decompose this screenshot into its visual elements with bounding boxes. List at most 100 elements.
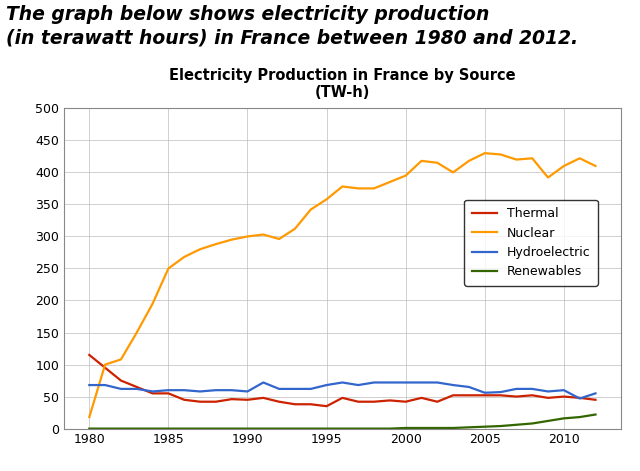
Renewables: [259, 426, 267, 431]
Hydroelectric: [418, 380, 426, 385]
Hydroelectric: [370, 380, 378, 385]
Hydroelectric: [560, 387, 568, 393]
Thermal: [259, 395, 267, 401]
Renewables: [481, 424, 488, 430]
Thermal: [449, 392, 457, 398]
Renewables: [465, 424, 473, 430]
Nuclear: [291, 226, 299, 232]
Thermal: [244, 397, 252, 403]
Thermal: [228, 396, 236, 402]
Nuclear: [433, 160, 441, 166]
Nuclear: [449, 170, 457, 175]
Thermal: [275, 399, 283, 405]
Renewables: [86, 426, 93, 431]
Nuclear: [164, 266, 172, 271]
Renewables: [497, 423, 504, 429]
Nuclear: [228, 237, 236, 243]
Thermal: [291, 401, 299, 407]
Thermal: [481, 392, 488, 398]
Hydroelectric: [101, 382, 109, 388]
Hydroelectric: [591, 390, 599, 396]
Nuclear: [560, 163, 568, 169]
Nuclear: [275, 236, 283, 242]
Renewables: [355, 426, 362, 431]
Hydroelectric: [117, 386, 125, 392]
Thermal: [180, 397, 188, 403]
Renewables: [164, 426, 172, 431]
Nuclear: [386, 179, 394, 185]
Thermal: [101, 365, 109, 371]
Hydroelectric: [386, 380, 394, 385]
Hydroelectric: [259, 380, 267, 385]
Thermal: [591, 397, 599, 403]
Nuclear: [86, 414, 93, 420]
Hydroelectric: [433, 380, 441, 385]
Thermal: [164, 390, 172, 396]
Hydroelectric: [180, 387, 188, 393]
Thermal: [560, 394, 568, 399]
Nuclear: [323, 196, 330, 202]
Hydroelectric: [86, 382, 93, 388]
Hydroelectric: [148, 389, 156, 394]
Renewables: [180, 426, 188, 431]
Renewables: [291, 426, 299, 431]
Hydroelectric: [291, 386, 299, 392]
Renewables: [560, 415, 568, 421]
Thermal: [497, 392, 504, 398]
Line: Nuclear: Nuclear: [90, 153, 595, 417]
Nuclear: [529, 155, 536, 161]
Hydroelectric: [244, 389, 252, 394]
Nuclear: [465, 158, 473, 164]
Renewables: [307, 426, 315, 431]
Renewables: [576, 414, 584, 420]
Hydroelectric: [576, 396, 584, 401]
Renewables: [513, 422, 520, 428]
Nuclear: [148, 301, 156, 307]
Nuclear: [339, 184, 346, 189]
Renewables: [402, 425, 410, 431]
Renewables: [101, 426, 109, 431]
Line: Thermal: Thermal: [90, 355, 595, 406]
Thermal: [418, 395, 426, 401]
Nuclear: [544, 175, 552, 180]
Thermal: [339, 395, 346, 401]
Thermal: [133, 384, 141, 390]
Hydroelectric: [544, 389, 552, 394]
Nuclear: [101, 362, 109, 367]
Nuclear: [212, 241, 220, 247]
Hydroelectric: [133, 386, 141, 392]
Hydroelectric: [212, 387, 220, 393]
Renewables: [591, 412, 599, 417]
Renewables: [228, 426, 236, 431]
Thermal: [307, 401, 315, 407]
Text: The graph below shows electricity production
(in terawatt hours) in France betwe: The graph below shows electricity produc…: [6, 5, 579, 47]
Thermal: [117, 378, 125, 383]
Thermal: [513, 394, 520, 399]
Nuclear: [418, 158, 426, 164]
Line: Renewables: Renewables: [90, 414, 595, 429]
Renewables: [244, 426, 252, 431]
Thermal: [544, 395, 552, 401]
Hydroelectric: [497, 389, 504, 395]
Hydroelectric: [323, 382, 330, 388]
Thermal: [196, 399, 204, 405]
Hydroelectric: [339, 380, 346, 385]
Hydroelectric: [275, 386, 283, 392]
Renewables: [418, 425, 426, 431]
Renewables: [339, 426, 346, 431]
Thermal: [148, 390, 156, 396]
Renewables: [275, 426, 283, 431]
Nuclear: [576, 155, 584, 161]
Nuclear: [497, 152, 504, 157]
Nuclear: [370, 186, 378, 191]
Thermal: [402, 399, 410, 405]
Hydroelectric: [164, 387, 172, 393]
Nuclear: [355, 186, 362, 191]
Thermal: [433, 399, 441, 405]
Nuclear: [591, 163, 599, 169]
Thermal: [86, 352, 93, 358]
Nuclear: [180, 254, 188, 260]
Thermal: [355, 399, 362, 405]
Renewables: [529, 421, 536, 426]
Renewables: [148, 426, 156, 431]
